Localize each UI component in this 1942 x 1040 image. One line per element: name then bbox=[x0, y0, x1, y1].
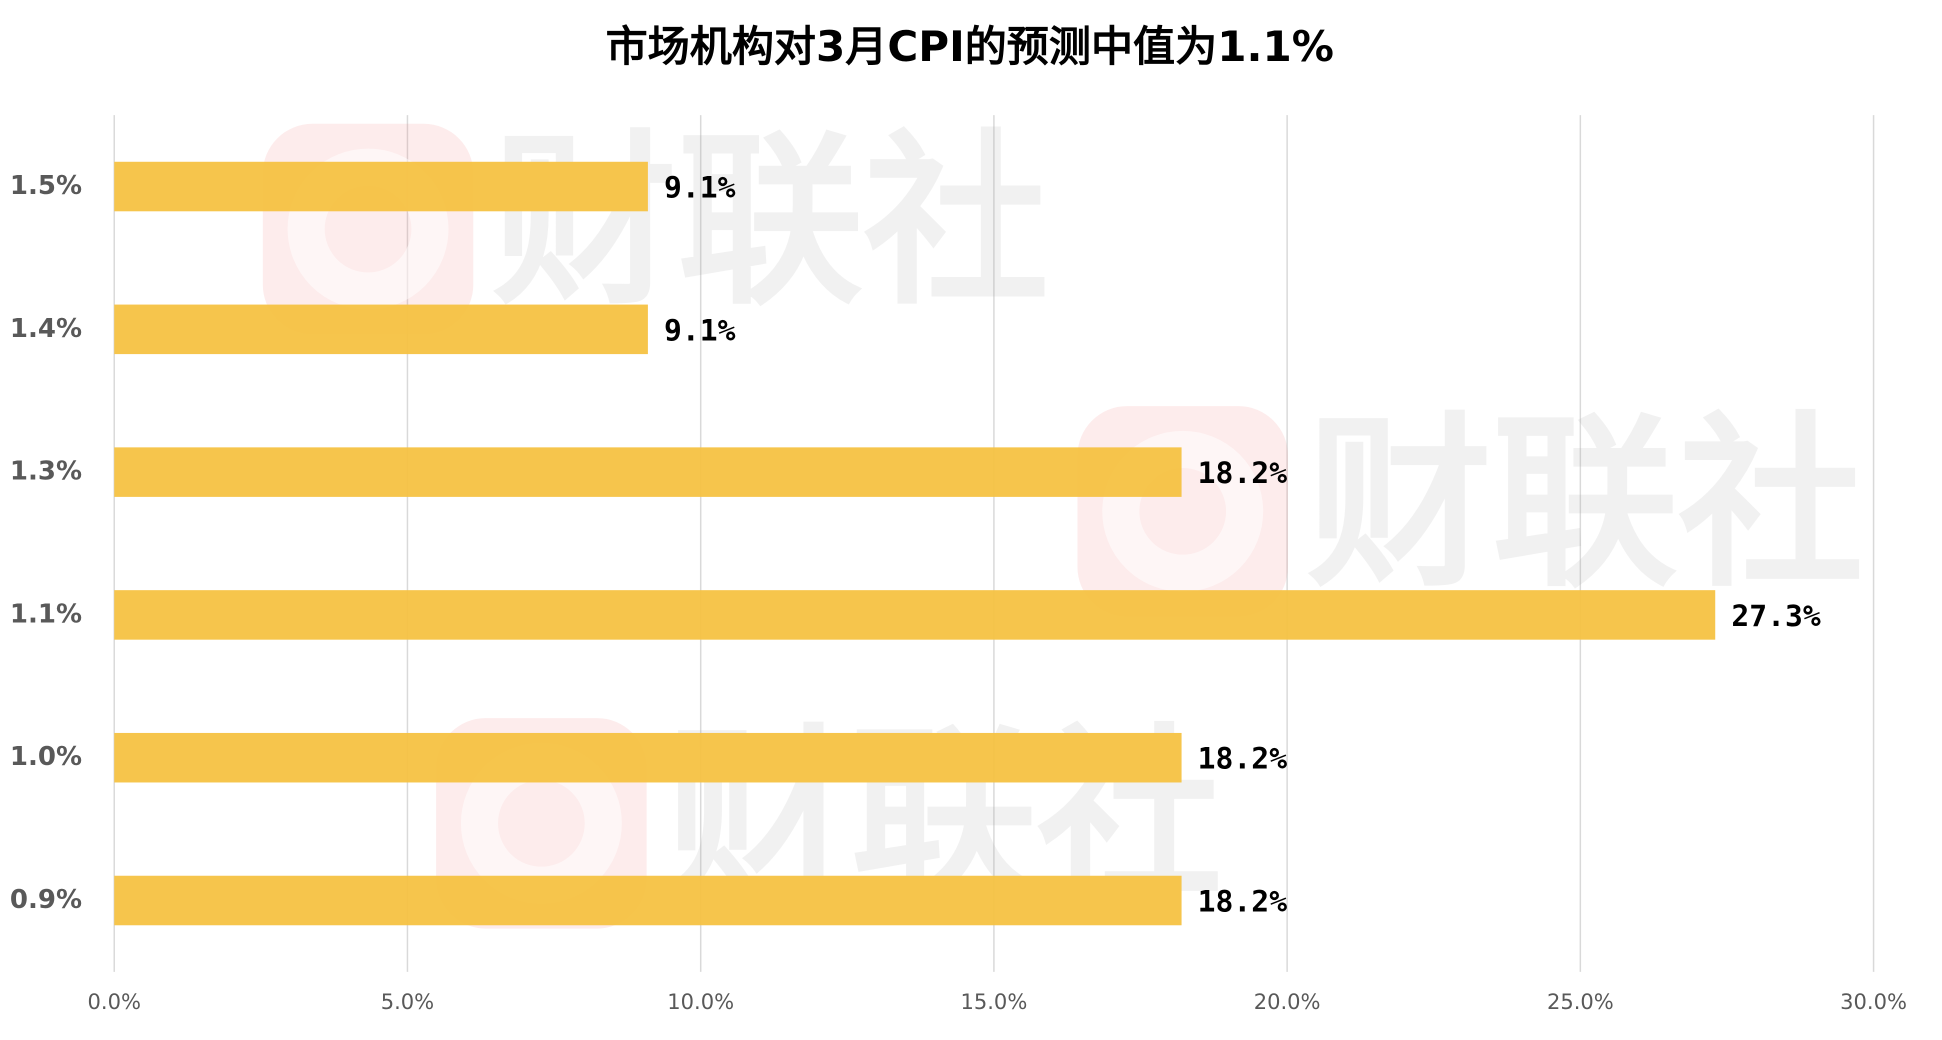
data-label: 9.1% bbox=[664, 313, 736, 348]
y-tick-label: 0.9% bbox=[10, 885, 82, 915]
chart-title: 市场机构对3月CPI的预测中值为1.1% bbox=[606, 22, 1334, 71]
data-label: 27.3% bbox=[1731, 599, 1821, 634]
bar bbox=[114, 447, 1182, 497]
y-tick-label: 1.5% bbox=[10, 171, 82, 201]
data-label: 18.2% bbox=[1198, 742, 1288, 777]
x-tick-label: 0.0% bbox=[88, 989, 141, 1014]
y-tick-label: 1.0% bbox=[10, 742, 82, 772]
bar bbox=[114, 875, 1182, 926]
bar bbox=[114, 590, 1716, 640]
watermark-text: 财联社 bbox=[1307, 396, 1864, 612]
bar bbox=[114, 732, 1182, 783]
y-tick-label: 1.3% bbox=[10, 457, 82, 487]
watermark-text: 财联社 bbox=[492, 114, 1049, 330]
watermark-logo-c bbox=[1102, 430, 1264, 592]
bars: 1.5% 9.1% 1.4% 9.1% 1.3% 18.2% 1.1% 27.3% 1.0% 18… bbox=[10, 161, 1821, 926]
x-tick-label: 15.0% bbox=[960, 989, 1027, 1014]
data-label: 9.1% bbox=[664, 171, 736, 206]
x-tick-label: 10.0% bbox=[667, 989, 734, 1014]
data-label: 18.2% bbox=[1198, 884, 1288, 919]
x-tick-label: 25.0% bbox=[1547, 989, 1614, 1014]
grid: 0.0% 5.0% 10.0% 15.0% 20.0% 25.0% 30.0% bbox=[88, 115, 1907, 1014]
y-tick-label: 1.4% bbox=[10, 314, 82, 344]
watermark: 财联社 bbox=[262, 114, 1049, 335]
bar bbox=[114, 304, 648, 355]
y-tick-label: 1.1% bbox=[10, 599, 82, 629]
x-tick-label: 20.0% bbox=[1254, 989, 1321, 1014]
x-tick-label: 30.0% bbox=[1840, 989, 1907, 1014]
data-label: 18.2% bbox=[1198, 456, 1288, 491]
x-tick-label: 5.0% bbox=[381, 989, 434, 1014]
watermark: 财联社 bbox=[1077, 396, 1864, 617]
bar bbox=[114, 161, 648, 212]
